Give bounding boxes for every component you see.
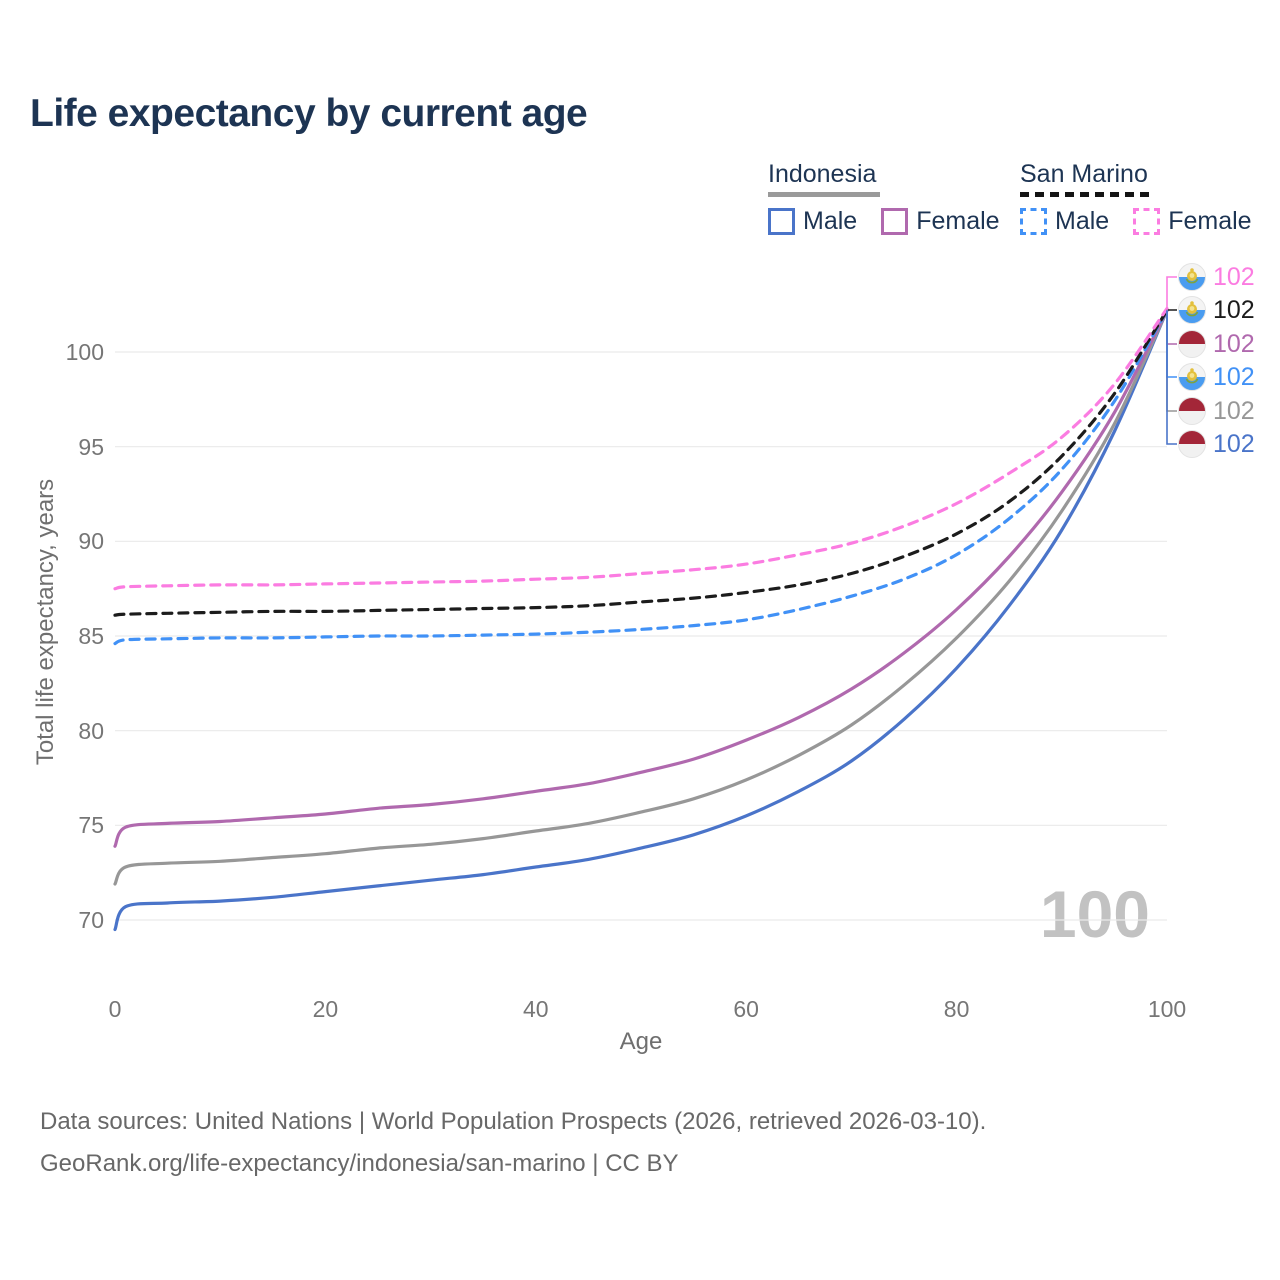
indonesia-male-swatch-icon[interactable] bbox=[768, 208, 795, 235]
series-line-san-marino-male[interactable] bbox=[113, 308, 1169, 646]
series-line-indonesia-male[interactable] bbox=[113, 308, 1169, 932]
leader-line-indonesia-female bbox=[1166, 310, 1177, 345]
series-line-indonesia-female[interactable] bbox=[113, 308, 1169, 848]
legend-item-indonesia-male[interactable]: Male bbox=[768, 207, 857, 236]
leader-line-indonesia-male bbox=[1166, 310, 1177, 445]
legend-label-san-marino-male: Male bbox=[1055, 207, 1110, 235]
series-line-indonesia-both-sexes[interactable] bbox=[113, 308, 1169, 886]
legend-label-indonesia-male: Male bbox=[803, 207, 858, 235]
legend-group-title-san-marino[interactable]: San Marino bbox=[1020, 160, 1148, 188]
legend-group-title-indonesia[interactable]: Indonesia bbox=[768, 160, 877, 188]
legend-label-indonesia-female: Female bbox=[916, 207, 1000, 235]
legend-group-san-marino: San Marino Male Female bbox=[1020, 160, 1252, 236]
leader-line-san-marino-female bbox=[1166, 276, 1177, 311]
legend-item-indonesia-female[interactable]: Female bbox=[881, 207, 1000, 236]
san-marino-male-swatch-icon[interactable] bbox=[1020, 208, 1047, 235]
series-line-san-marino-both-sexes[interactable] bbox=[113, 308, 1169, 617]
legend-label-san-marino-female: Female bbox=[1168, 207, 1252, 235]
legend-item-san-marino-female[interactable]: Female bbox=[1133, 207, 1252, 236]
san-marino-female-swatch-icon[interactable] bbox=[1133, 208, 1161, 235]
series-line-san-marino-female[interactable] bbox=[113, 306, 1169, 591]
hover-age-watermark: 100 bbox=[1039, 877, 1150, 951]
indonesia-female-swatch-icon[interactable] bbox=[881, 208, 909, 235]
leader-line-indonesia-both-sexes bbox=[1166, 310, 1177, 412]
legend-item-san-marino-male[interactable]: Male bbox=[1020, 207, 1109, 236]
